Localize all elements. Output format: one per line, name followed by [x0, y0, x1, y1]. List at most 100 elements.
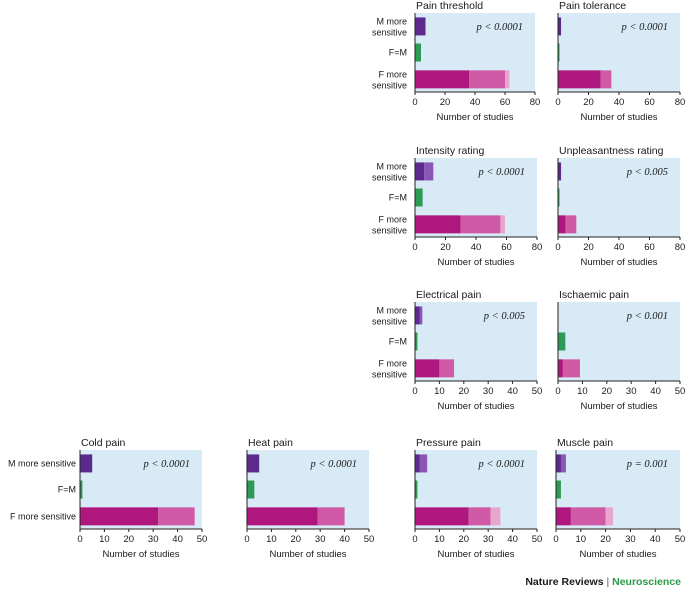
muscle-pain-xtick-30: 30 — [625, 534, 636, 545]
pressure-pain-pvalue: p < 0.0001 — [478, 459, 525, 470]
pain-tolerance-bar-f-more-sensitive-seg2 — [600, 70, 612, 89]
pressure-pain-xtick-40: 40 — [507, 534, 518, 545]
electrical-pain-cat-m-more-sensitive-l1: M more — [376, 305, 407, 315]
pain-tolerance-bar-f-m-seg1 — [558, 43, 560, 62]
unpleasantness-rating-xtick-0: 0 — [555, 242, 560, 253]
ischaemic-pain-xtick-0: 0 — [555, 386, 560, 397]
cold-pain-bar-f-more-sensitive-seg1 — [80, 507, 159, 526]
heat-pain-xlabel: Number of studies — [269, 549, 346, 560]
ischaemic-pain-bar-f-m-seg1 — [558, 332, 566, 351]
credit-publisher: Nature Reviews — [525, 576, 604, 588]
ischaemic-pain-bar-f-more-sensitive-seg1 — [558, 359, 563, 378]
cold-pain-xlabel: Number of studies — [102, 549, 179, 560]
cold-pain-cat-m-more-sensitive: M more sensitive — [8, 458, 76, 468]
cold-pain-xtick-50: 50 — [197, 534, 208, 545]
muscle-pain-bar-m-more-sensitive-seg2 — [560, 454, 566, 473]
muscle-pain-pvalue: p = 0.001 — [626, 459, 668, 470]
pain-threshold-cat-m-more-sensitive-l1: M more — [376, 16, 407, 26]
intensity-rating-bar-f-more-sensitive-seg3 — [500, 215, 505, 234]
cold-pain-title: Cold pain — [81, 437, 126, 449]
pressure-pain-title: Pressure pain — [416, 437, 481, 449]
pain-threshold-xtick-80: 80 — [530, 97, 541, 108]
muscle-pain-xlabel: Number of studies — [579, 549, 656, 560]
unpleasantness-rating-bar-m-more-sensitive-seg1 — [558, 162, 562, 181]
heat-pain-xtick-20: 20 — [291, 534, 302, 545]
cold-pain-bar-m-more-sensitive-seg1 — [80, 454, 93, 473]
intensity-rating-pvalue: p < 0.0001 — [478, 167, 525, 178]
intensity-rating-bar-m-more-sensitive-seg1 — [415, 162, 425, 181]
intensity-rating-title: Intensity rating — [416, 145, 484, 157]
intensity-rating-bar-f-more-sensitive-seg2 — [460, 215, 501, 234]
unpleasantness-rating-xtick-60: 60 — [644, 242, 655, 253]
pain-threshold-xtick-40: 40 — [470, 97, 481, 108]
pressure-pain-xtick-50: 50 — [532, 534, 543, 545]
pain-threshold-bar-f-m-seg1 — [415, 43, 421, 62]
pressure-pain-bar-f-more-sensitive-seg3 — [490, 507, 501, 526]
muscle-pain-xtick-40: 40 — [650, 534, 661, 545]
intensity-rating-bar-m-more-sensitive-seg2 — [424, 162, 434, 181]
electrical-pain-cat-f-more-sensitive-l2: sensitive — [372, 369, 407, 379]
cold-pain-xtick-40: 40 — [172, 534, 183, 545]
heat-pain-bar-f-more-sensitive-seg1 — [247, 507, 318, 526]
electrical-pain-bar-m-more-sensitive-seg1 — [415, 306, 420, 325]
pain-threshold-xtick-0: 0 — [412, 97, 417, 108]
intensity-rating-cat-f-more-sensitive-l1: F more — [378, 214, 407, 224]
credit-line: Nature Reviews | Neuroscience — [525, 576, 681, 588]
ischaemic-pain-xtick-30: 30 — [626, 386, 637, 397]
electrical-pain-xtick-20: 20 — [459, 386, 470, 397]
muscle-pain-bar-f-more-sensitive-seg3 — [605, 507, 614, 526]
heat-pain-pvalue: p < 0.0001 — [310, 459, 357, 470]
credit-separator: | — [606, 576, 610, 588]
ischaemic-pain-pvalue: p < 0.001 — [626, 311, 668, 322]
pressure-pain-xtick-0: 0 — [412, 534, 417, 545]
electrical-pain-xtick-10: 10 — [434, 386, 445, 397]
electrical-pain-cat-f-more-sensitive-l1: F more — [378, 358, 407, 368]
unpleasantness-rating-panel-bg — [558, 158, 680, 237]
ischaemic-pain-xtick-20: 20 — [602, 386, 613, 397]
unpleasantness-rating-xtick-40: 40 — [614, 242, 625, 253]
heat-pain-bar-f-m-seg1 — [247, 480, 255, 499]
intensity-rating-xtick-0: 0 — [412, 242, 417, 253]
muscle-pain-bar-f-more-sensitive-seg1 — [556, 507, 571, 526]
pain-tolerance-xtick-0: 0 — [555, 97, 560, 108]
electrical-pain-bar-f-more-sensitive-seg1 — [415, 359, 440, 378]
heat-pain-xtick-0: 0 — [244, 534, 249, 545]
electrical-pain-cat-m-more-sensitive-l2: sensitive — [372, 316, 407, 326]
unpleasantness-rating-pvalue: p < 0.005 — [626, 167, 668, 178]
pressure-pain-xtick-10: 10 — [434, 534, 445, 545]
pain-threshold-cat-m-more-sensitive-l2: sensitive — [372, 27, 407, 37]
electrical-pain-xtick-50: 50 — [532, 386, 543, 397]
heat-pain-bar-f-more-sensitive-seg2 — [317, 507, 345, 526]
electrical-pain-bar-m-more-sensitive-seg2 — [419, 306, 423, 325]
intensity-rating-xtick-40: 40 — [471, 242, 482, 253]
pain-threshold-xtick-60: 60 — [500, 97, 511, 108]
unpleasantness-rating-xtick-80: 80 — [675, 242, 685, 253]
muscle-pain-xtick-0: 0 — [553, 534, 558, 545]
pressure-pain-bar-f-m-seg1 — [415, 480, 418, 499]
ischaemic-pain-xtick-50: 50 — [675, 386, 685, 397]
electrical-pain-xlabel: Number of studies — [437, 401, 514, 412]
pressure-pain-bar-f-more-sensitive-seg2 — [468, 507, 491, 526]
muscle-pain-xtick-50: 50 — [675, 534, 685, 545]
pain-threshold-bar-f-more-sensitive-seg1 — [415, 70, 469, 89]
intensity-rating-xtick-60: 60 — [501, 242, 512, 253]
ischaemic-pain-title: Ischaemic pain — [559, 289, 629, 301]
pain-threshold-cat-f-more-sensitive-l2: sensitive — [372, 80, 407, 90]
intensity-rating-cat-m-more-sensitive-l1: M more — [376, 161, 407, 171]
cold-pain-pvalue: p < 0.0001 — [143, 459, 190, 470]
muscle-pain-xtick-20: 20 — [600, 534, 611, 545]
pain-threshold-bar-f-more-sensitive-seg3 — [505, 70, 510, 89]
pain-threshold-cat-f-more-sensitive-l1: F more — [378, 69, 407, 79]
electrical-pain-xtick-30: 30 — [483, 386, 494, 397]
electrical-pain-xtick-0: 0 — [412, 386, 417, 397]
electrical-pain-bar-f-more-sensitive-seg2 — [439, 359, 455, 378]
pain-threshold-bar-f-more-sensitive-seg2 — [469, 70, 505, 89]
pain-tolerance-xtick-80: 80 — [675, 97, 685, 108]
pain-tolerance-bar-f-more-sensitive-seg1 — [558, 70, 601, 89]
intensity-rating-bar-f-more-sensitive-seg1 — [415, 215, 461, 234]
unpleasantness-rating-bar-f-more-sensitive-seg1 — [558, 215, 566, 234]
cold-pain-xtick-0: 0 — [77, 534, 82, 545]
cold-pain-cat-f-eq-m: F=M — [58, 485, 76, 495]
cold-pain-xtick-20: 20 — [124, 534, 135, 545]
